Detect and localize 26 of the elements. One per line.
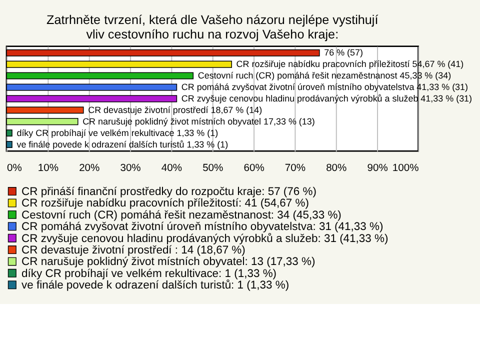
data-label: CR narušuje poklidný život místních obyvatel 17,33 % (13) [82, 116, 315, 126]
x-tick-label: 60% [244, 163, 264, 174]
x-tick-label: 40% [161, 163, 182, 174]
x-tick-label: 0% [7, 163, 22, 174]
legend-label: CR narušuje poklidný život místních obyvatel: 13 (17,33 %) [22, 256, 316, 268]
x-tick-label: 70% [284, 163, 306, 174]
x-tick-label: 80% [326, 163, 347, 174]
data-label: díky CR probíhají ve velkém rekultivace 1,33 % (1) [16, 128, 218, 138]
data-label: CR devastuje životní prostředí 18,67 % (14) [88, 104, 262, 115]
x-tick-label: 30% [120, 163, 141, 174]
data-label: 76 % (57) [324, 48, 364, 58]
x-tick-label: 100% [392, 163, 419, 174]
legend-label: Cestovní ruch (CR) pomáhá řešit nezaměstnanost: 34 (45,33 %) [22, 209, 342, 222]
chart-title: Zatrhněte tvrzení, která dle Vašeho názoru nejlépe vystihují vliv cestovního ruchu na rozvoj Vašeho kraje: [46, 12, 379, 42]
legend-label: CR pomáhá zvyšovat životní úroveň místního obyvatelstva: 31 (41,33 %) [22, 221, 384, 234]
data-label: ve finále povede k odrazení dalších turistů 1,33 % (1) [16, 139, 228, 150]
legend-label: CR zvyšuje cenovou hladinu prodávaných výrobků a služeb: 31 (41,33 %) [22, 232, 388, 245]
x-tick-label: 10% [38, 163, 58, 174]
legend-label: CR devastuje životní prostředí : 14 (18,67 %) [22, 244, 246, 257]
x-tick-label: 90% [367, 163, 388, 174]
x-tick-label: 50% [202, 163, 224, 174]
legend-label: CR rozšiřuje nabídku pracovních příležitostí: 41 (54,67 %) [22, 198, 310, 210]
legend-label: ve finále povede k odrazení dalších turistů: 1 (1,33 %) [22, 278, 290, 292]
x-tick-label: 20% [79, 163, 100, 174]
legend-label: díky CR probíhají ve velkém rekultivace: 1 (1,33 %) [22, 268, 277, 280]
legend-label: CR přináší finanční prostředky do rozpočtu kraje: 57 (76 %) [22, 186, 317, 198]
